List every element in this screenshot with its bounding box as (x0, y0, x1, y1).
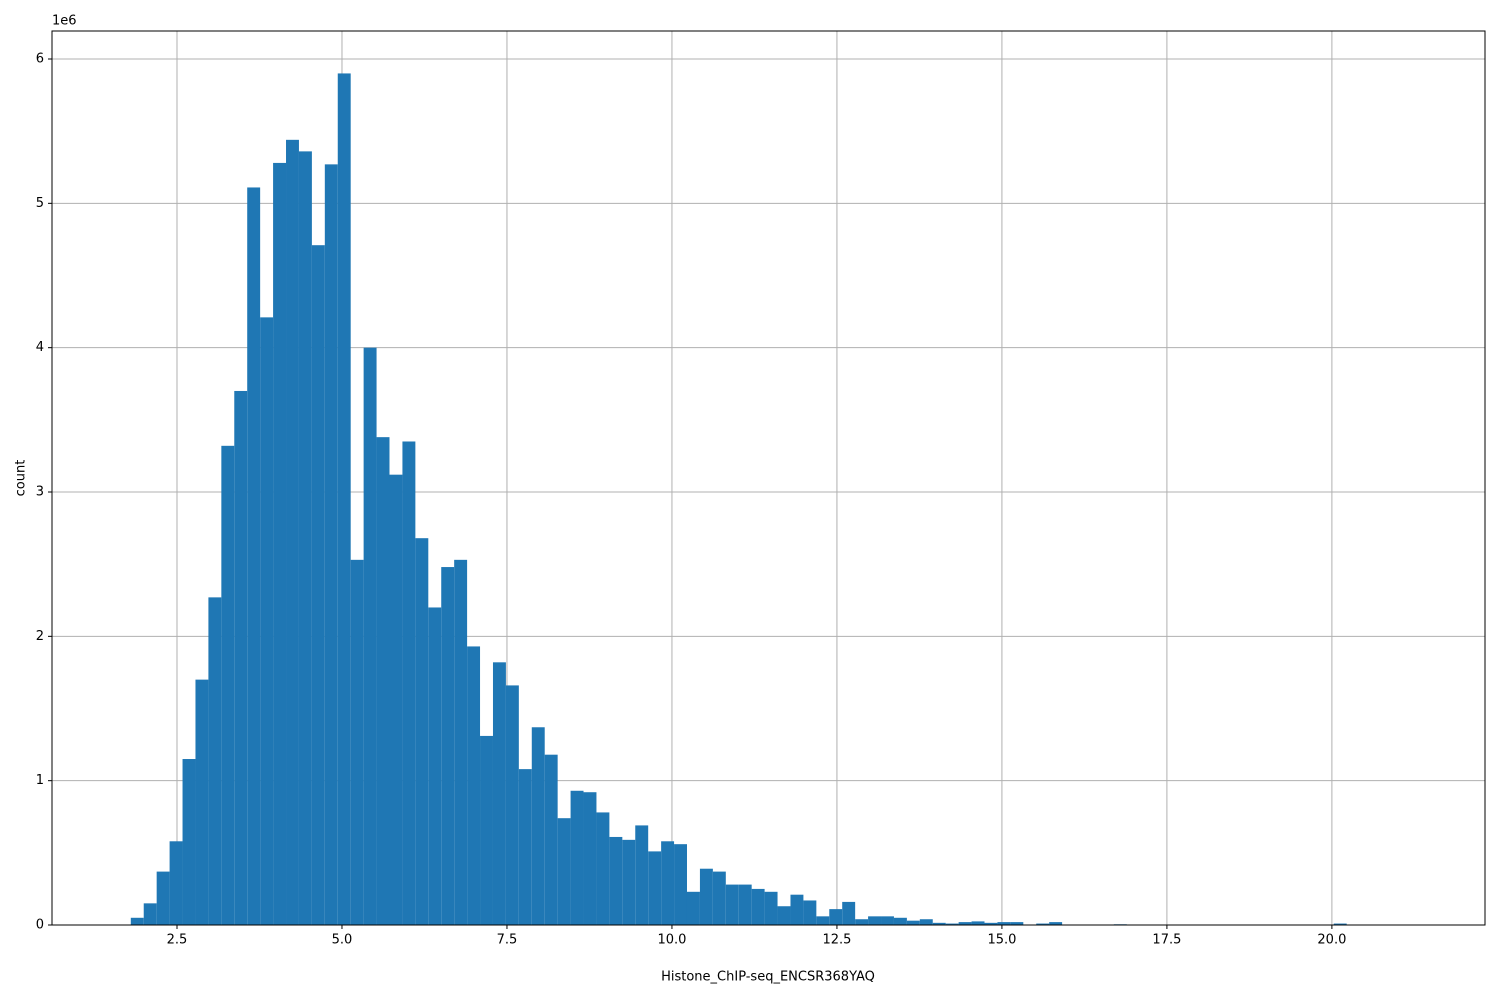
bar (169, 841, 183, 925)
y-tick-label: 3 (36, 485, 44, 500)
bar (505, 685, 519, 925)
bar (919, 919, 933, 925)
bar (596, 812, 610, 925)
bar (686, 891, 700, 925)
bar (182, 759, 196, 925)
bar (221, 445, 235, 925)
bar (906, 920, 920, 925)
bar (156, 871, 170, 925)
y-tick-label: 1 (36, 773, 44, 788)
bar (661, 841, 675, 925)
bar (208, 597, 222, 925)
bar (674, 844, 687, 925)
bar (1049, 922, 1063, 925)
bar (415, 538, 429, 925)
bar (557, 818, 571, 925)
x-axis-label: Histone_ChIP-seq_ENCSR368YAQ (661, 970, 875, 985)
bar (790, 894, 804, 925)
x-tick-label: 5.0 (332, 933, 353, 948)
bar (454, 559, 468, 925)
bar (143, 903, 157, 925)
bar-layer (130, 73, 1347, 926)
bar (648, 851, 662, 925)
bar (363, 347, 377, 925)
bar (751, 888, 765, 925)
y-tick-label: 6 (36, 52, 44, 67)
bar (130, 917, 144, 925)
bar (428, 607, 442, 925)
bar (622, 839, 636, 925)
bar (518, 769, 532, 925)
bar (855, 919, 869, 925)
bar (311, 245, 325, 926)
bar (247, 187, 261, 925)
bar (881, 916, 894, 925)
y-tick-label: 5 (36, 196, 44, 211)
y-axis-label: count (14, 460, 29, 497)
y-tick-label: 0 (36, 918, 44, 933)
bar (389, 474, 403, 925)
x-tick-label: 10.0 (657, 933, 686, 948)
bar (260, 317, 274, 925)
bar (273, 162, 287, 926)
bar (971, 921, 985, 925)
bar (441, 567, 455, 925)
bar (1010, 922, 1024, 925)
bar (570, 790, 584, 925)
x-tick-label: 15.0 (987, 933, 1016, 948)
bar (234, 390, 248, 926)
x-tick-label: 12.5 (822, 933, 851, 948)
bar (699, 868, 713, 925)
bar (829, 909, 843, 925)
bar (842, 901, 856, 925)
bar (725, 884, 739, 925)
bar (997, 922, 1011, 925)
y-tick-label: 4 (36, 340, 44, 355)
bar (945, 923, 959, 925)
x-tick-label: 7.5 (497, 933, 518, 948)
bar (712, 871, 726, 925)
bar (337, 73, 351, 926)
bar (958, 922, 972, 925)
bar (893, 917, 907, 925)
bar (324, 164, 338, 926)
bar (544, 754, 558, 925)
bar (467, 646, 481, 925)
bar (531, 727, 545, 925)
bar (764, 891, 778, 925)
bar (1333, 923, 1347, 925)
bar (1036, 923, 1050, 925)
bar (195, 679, 209, 925)
bar (480, 735, 493, 925)
bar (402, 441, 416, 925)
bar (609, 836, 623, 925)
x-tick-label: 2.5 (167, 933, 188, 948)
bar (492, 662, 506, 925)
bar (583, 792, 597, 925)
bar (350, 559, 364, 925)
bar (777, 906, 791, 925)
bar (868, 916, 882, 925)
bar (738, 884, 752, 925)
bar (803, 900, 817, 925)
x-tick-label: 20.0 (1317, 933, 1346, 948)
y-tick-label: 2 (36, 629, 44, 644)
x-tick-label: 17.5 (1152, 933, 1181, 948)
bar (286, 139, 299, 925)
bar (816, 916, 830, 925)
bar (635, 825, 649, 925)
bar (932, 922, 946, 925)
bar (298, 151, 312, 926)
bar (984, 922, 998, 925)
axes-frame (51, 30, 1486, 926)
y-offset-label: 1e6 (52, 14, 77, 29)
bar (376, 437, 390, 925)
